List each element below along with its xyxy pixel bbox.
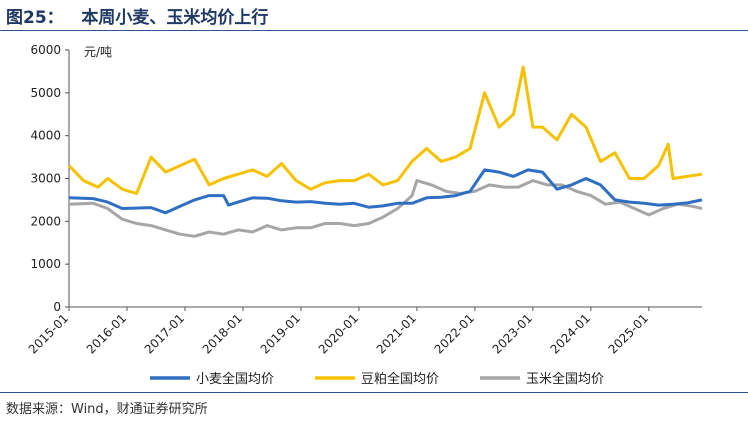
line-chart: 0 1000 2000 3000 4000 5000 6000 2015-01 2016-01 2… <box>26 43 703 387</box>
y-tick-label: 1000 <box>30 257 61 271</box>
y-tick-label: 6000 <box>30 43 61 57</box>
legend-label: 玉米全国均价 <box>526 371 604 387</box>
x-tick-label: 2023-01 <box>490 311 535 356</box>
series-line-2 <box>68 179 703 238</box>
title-rule <box>0 30 748 31</box>
x-tick-label: 2018-01 <box>200 311 245 356</box>
source-note: 数据来源：Wind，财通证券研究所 <box>6 402 208 417</box>
legend-label: 豆粕全国均价 <box>361 371 439 387</box>
chart-title: 图25： 本周小麦、玉米均价上行 <box>6 8 269 28</box>
x-tick-label: 2022-01 <box>432 311 477 356</box>
x-tick-label: 2016-01 <box>84 311 129 356</box>
series-line-0 <box>68 168 703 215</box>
x-tick-label: 2021-01 <box>374 311 419 356</box>
y-tick-label: 2000 <box>30 214 61 228</box>
y-tick-label: 4000 <box>30 129 61 143</box>
series-lines <box>67 65 703 238</box>
x-tick-label: 2017-01 <box>142 311 187 356</box>
y-tick-label: 3000 <box>30 172 61 186</box>
series-line-1 <box>67 65 703 195</box>
y-tick-label: 0 <box>53 300 61 314</box>
x-tick-label: 2015-01 <box>26 311 71 356</box>
x-tick-label: 2025-01 <box>606 311 651 356</box>
legend: 小麦全国均价 豆粕全国均价 玉米全国均价 <box>150 371 604 387</box>
footer-rule <box>0 392 748 393</box>
x-tick-label: 2024-01 <box>548 311 593 356</box>
y-unit-label: 元/吨 <box>84 45 112 59</box>
x-tick-label: 2020-01 <box>316 311 361 356</box>
legend-label: 小麦全国均价 <box>196 371 274 387</box>
x-tick-label: 2019-01 <box>258 311 303 356</box>
y-tick-label: 5000 <box>30 86 61 100</box>
